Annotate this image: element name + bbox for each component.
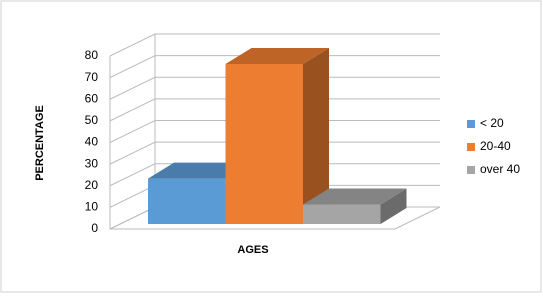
legend-swatch — [467, 120, 475, 128]
y-tick-label: 10 — [85, 200, 99, 214]
y-axis-title: PERCENTAGE — [34, 105, 46, 181]
bar-top — [303, 188, 407, 205]
y-tick-label: 0 — [91, 221, 98, 235]
bar-top — [225, 47, 329, 64]
legend-label: < 20 — [480, 116, 504, 130]
legend-label: 20-40 — [480, 139, 511, 153]
y-tick-label: 80 — [85, 48, 99, 62]
y-tick-label: 40 — [85, 135, 99, 149]
bar — [225, 63, 303, 224]
y-tick-label: 70 — [85, 70, 99, 84]
y-tick-label: 60 — [85, 91, 99, 105]
bar — [303, 204, 381, 224]
legend-swatch — [467, 166, 475, 174]
x-axis-title: AGES — [237, 244, 268, 256]
y-tick-label: 20 — [85, 178, 99, 192]
bar — [148, 178, 226, 224]
bar-side — [303, 47, 329, 224]
legend-label: over 40 — [480, 162, 520, 176]
legend-swatch — [467, 143, 475, 151]
y-tick-label: 30 — [85, 156, 99, 170]
y-tick-label: 50 — [85, 113, 99, 127]
bar-side — [380, 188, 407, 224]
